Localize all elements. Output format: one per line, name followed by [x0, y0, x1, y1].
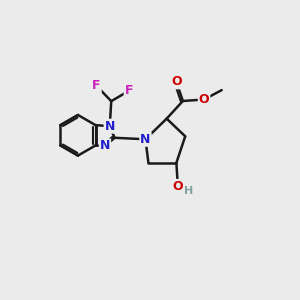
Text: O: O	[199, 93, 209, 106]
Text: N: N	[105, 120, 115, 133]
Text: H: H	[184, 186, 193, 196]
Text: O: O	[172, 180, 183, 193]
Text: N: N	[140, 133, 151, 146]
Text: F: F	[125, 84, 133, 97]
Text: N: N	[100, 140, 110, 152]
Text: F: F	[92, 79, 101, 92]
Text: O: O	[171, 75, 182, 88]
